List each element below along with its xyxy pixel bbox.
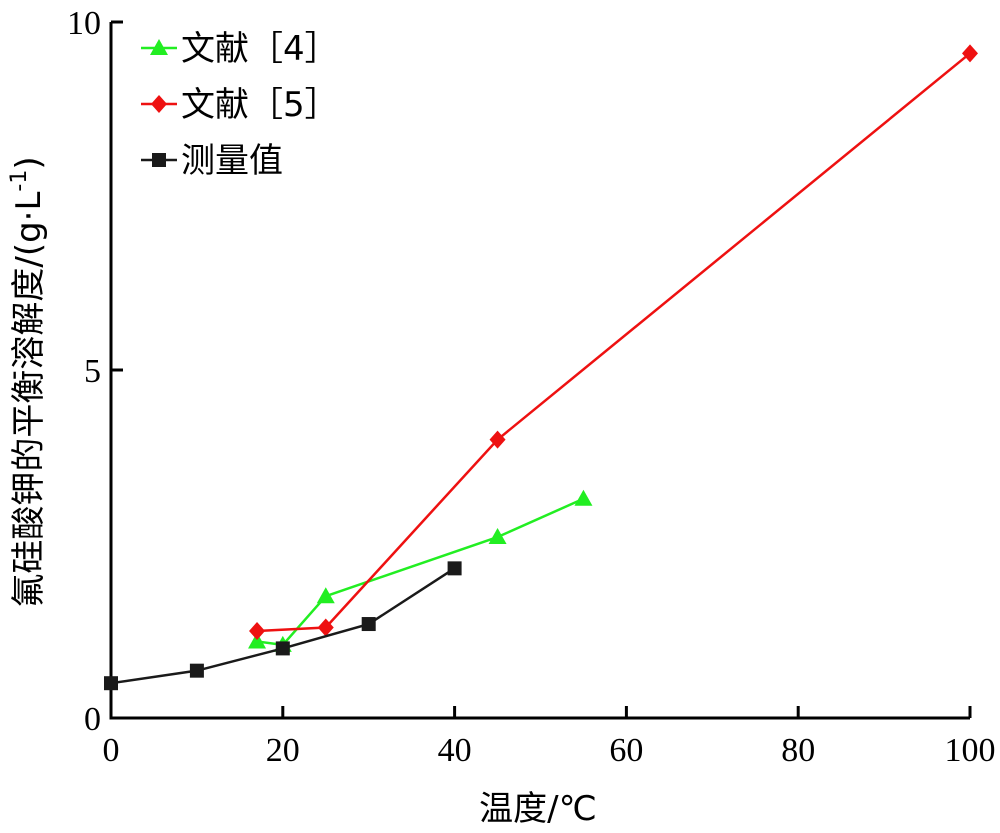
series-layer (104, 44, 978, 691)
y-ticks: 0 5 10 (67, 5, 123, 738)
legend-label: 测量值 (181, 141, 283, 181)
series-2-point (317, 618, 334, 637)
series-3-point (189, 663, 204, 678)
x-tick-label: 60 (609, 732, 643, 769)
x-axis-title: 温度/℃ (479, 789, 597, 829)
series-1-point (316, 587, 335, 604)
series-3-point (275, 641, 290, 656)
x-ticks: 0 20 40 60 80 100 (103, 706, 996, 769)
series-3-point (361, 617, 376, 632)
legend-marker (151, 95, 167, 113)
x-tick-label: 20 (266, 732, 300, 769)
legend: 文献［4］ 文献［5］ 测量值 (141, 29, 339, 181)
x-tick-label: 100 (945, 732, 996, 769)
y-axis-title-sup: -1 (7, 170, 32, 192)
series-3-point (104, 676, 118, 691)
legend-label: 文献［5］ (181, 85, 339, 125)
series-3-point (447, 561, 462, 576)
legend-marker (150, 39, 168, 55)
y-axis-title-close: ) (9, 156, 49, 169)
x-tick-label: 40 (438, 732, 472, 769)
series-2-line (256, 52, 971, 633)
legend-marker (152, 153, 166, 167)
y-tick-label: 10 (67, 5, 101, 42)
series-1-line (256, 497, 584, 647)
series-3 (104, 561, 462, 691)
y-tick-label: 5 (84, 353, 101, 390)
axes (109, 22, 970, 720)
legend-label: 文献［4］ (181, 29, 339, 69)
series-1-point (248, 632, 267, 649)
x-tick-label: 0 (103, 732, 120, 769)
series-2-point (249, 622, 266, 640)
series-3-line (110, 567, 456, 685)
y-axis-title: 氟硅酸钾的平衡溶解度/(g·L-1) (7, 156, 49, 607)
y-axis-title-main: 氟硅酸钾的平衡溶解度/(g·L (9, 192, 49, 608)
x-tick-label: 80 (781, 732, 815, 769)
series-1-point (574, 489, 593, 506)
series-1-point (488, 528, 507, 545)
series-2 (249, 44, 978, 640)
y-tick-label: 0 (84, 701, 101, 738)
series-2-point (489, 430, 506, 449)
series-2-point (962, 44, 978, 63)
